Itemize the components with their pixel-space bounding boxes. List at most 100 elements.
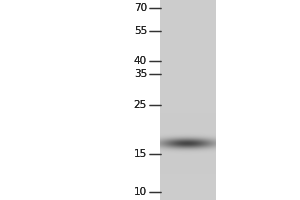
Bar: [160, 68, 216, 69]
Bar: [160, 123, 216, 124]
Bar: [160, 150, 216, 151]
Bar: [160, 131, 216, 132]
Bar: [160, 120, 216, 121]
Bar: [160, 148, 216, 149]
Bar: [160, 64, 216, 65]
Bar: [160, 31, 216, 32]
Bar: [160, 99, 216, 100]
Bar: [160, 5, 216, 6]
Bar: [160, 24, 216, 25]
Bar: [160, 142, 216, 143]
Bar: [160, 167, 216, 168]
Bar: [160, 192, 216, 193]
Bar: [160, 128, 216, 129]
Bar: [160, 60, 216, 61]
Text: 35: 35: [134, 69, 147, 79]
Bar: [160, 84, 216, 85]
Bar: [160, 93, 216, 94]
Bar: [160, 71, 216, 72]
Bar: [160, 190, 216, 191]
Bar: [160, 112, 216, 113]
Bar: [160, 59, 216, 60]
Bar: [160, 16, 216, 17]
Bar: [160, 141, 216, 142]
Bar: [160, 92, 216, 93]
Bar: [160, 72, 216, 73]
Bar: [160, 17, 216, 18]
Bar: [160, 61, 216, 62]
Bar: [160, 180, 216, 181]
Bar: [160, 42, 216, 43]
Text: 25: 25: [134, 100, 147, 110]
Bar: [160, 89, 216, 90]
Bar: [160, 37, 216, 38]
Bar: [160, 199, 216, 200]
Bar: [160, 63, 216, 64]
Bar: [160, 19, 216, 20]
Bar: [160, 153, 216, 154]
Text: 70: 70: [134, 3, 147, 13]
Bar: [160, 108, 216, 109]
Bar: [160, 136, 216, 137]
Bar: [160, 22, 216, 23]
Bar: [160, 115, 216, 116]
Bar: [160, 132, 216, 133]
Bar: [160, 83, 216, 84]
Bar: [160, 125, 216, 126]
Bar: [160, 56, 216, 57]
Bar: [160, 97, 216, 98]
Bar: [160, 47, 216, 48]
Bar: [160, 49, 216, 50]
Bar: [160, 52, 216, 53]
Bar: [160, 143, 216, 144]
Bar: [160, 159, 216, 160]
Bar: [160, 8, 216, 9]
Bar: [160, 10, 216, 11]
Text: 40: 40: [134, 56, 147, 66]
Bar: [160, 109, 216, 110]
Bar: [160, 187, 216, 188]
Bar: [160, 20, 216, 21]
Text: 55: 55: [134, 26, 147, 36]
Bar: [160, 147, 216, 148]
Bar: [160, 140, 216, 141]
Bar: [160, 103, 216, 104]
Bar: [160, 76, 216, 77]
Bar: [160, 13, 216, 14]
Bar: [160, 88, 216, 89]
Bar: [160, 139, 216, 140]
Bar: [160, 82, 216, 83]
Bar: [160, 95, 216, 96]
Bar: [160, 152, 216, 153]
Bar: [160, 70, 216, 71]
Bar: [160, 81, 216, 82]
Bar: [160, 65, 216, 66]
Text: 35: 35: [134, 69, 147, 79]
Bar: [160, 48, 216, 49]
Bar: [160, 196, 216, 197]
Bar: [160, 138, 216, 139]
Bar: [160, 119, 216, 120]
Bar: [160, 73, 216, 74]
Bar: [160, 0, 216, 1]
Bar: [160, 188, 216, 189]
Bar: [160, 32, 216, 33]
Bar: [160, 6, 216, 7]
Bar: [160, 30, 216, 31]
Bar: [160, 105, 216, 106]
Bar: [160, 14, 216, 15]
Text: 40: 40: [134, 56, 147, 66]
Bar: [160, 46, 216, 47]
Bar: [160, 182, 216, 183]
Bar: [160, 127, 216, 128]
Bar: [160, 4, 216, 5]
Bar: [160, 195, 216, 196]
Bar: [160, 100, 216, 101]
Bar: [160, 158, 216, 159]
Bar: [160, 98, 216, 99]
Bar: [160, 11, 216, 12]
Bar: [160, 161, 216, 162]
Bar: [160, 155, 216, 156]
Bar: [160, 86, 216, 87]
Bar: [160, 21, 216, 22]
